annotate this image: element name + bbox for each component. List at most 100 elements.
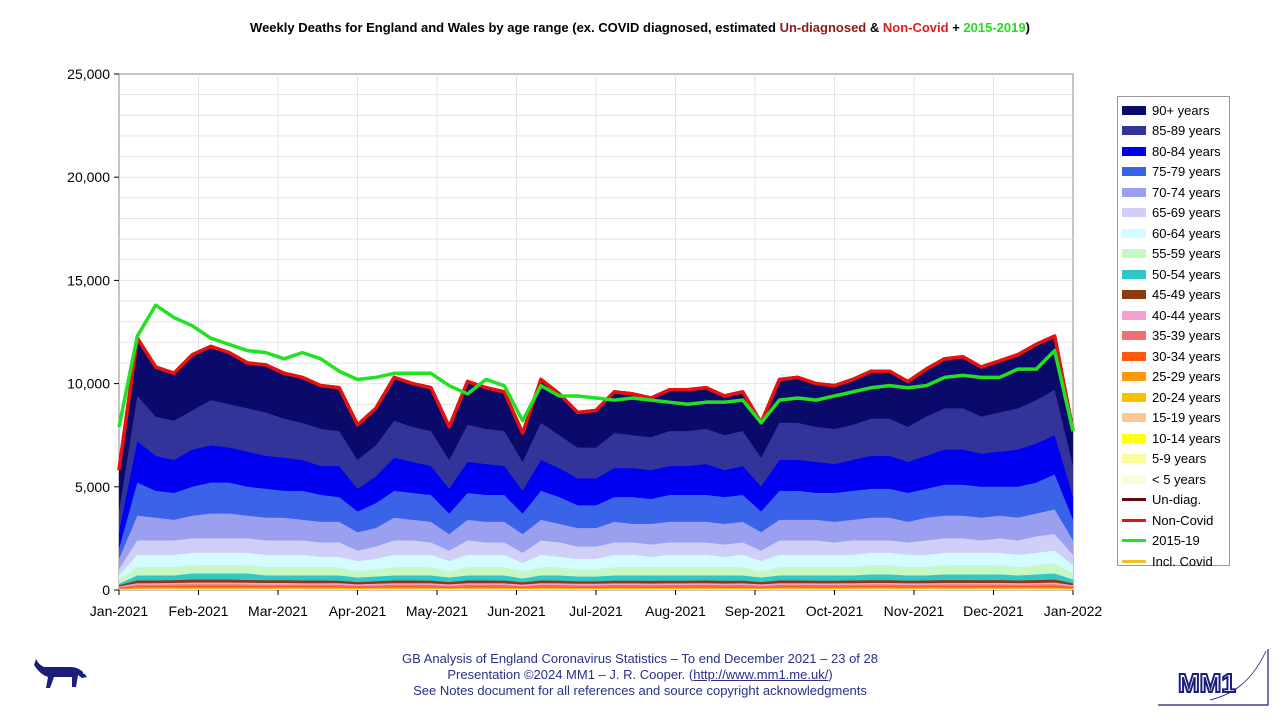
legend-item: Un-diag. bbox=[1118, 490, 1229, 511]
legend-label: Non-Covid bbox=[1152, 512, 1214, 528]
legend-item: 20-24 years bbox=[1118, 387, 1229, 408]
footer-line-2-prefix: Presentation ©2024 MM1 – J. R. Cooper. ( bbox=[447, 667, 694, 682]
legend-swatch bbox=[1122, 105, 1146, 115]
y-tick-label: 25,000 bbox=[67, 66, 110, 82]
y-tick-label: 5,000 bbox=[75, 479, 110, 495]
legend-item: 30-34 years bbox=[1118, 346, 1229, 367]
legend-swatch bbox=[1122, 351, 1146, 361]
legend-label: Un-diag. bbox=[1152, 492, 1202, 508]
x-tick-label: Feb-2021 bbox=[169, 603, 229, 619]
legend-swatch bbox=[1122, 372, 1146, 382]
x-tick-label: Jan-2021 bbox=[90, 603, 149, 619]
legend-label: 85-89 years bbox=[1152, 123, 1221, 139]
footer-line-2: Presentation ©2024 MM1 – J. R. Cooper. (… bbox=[0, 667, 1280, 682]
legend-swatch bbox=[1122, 392, 1146, 402]
legend-label: 5-9 years bbox=[1152, 451, 1207, 467]
legend-item: 25-29 years bbox=[1118, 367, 1229, 388]
logo-text: MM1 bbox=[1178, 668, 1236, 698]
legend-label: 70-74 years bbox=[1152, 184, 1221, 200]
x-axis: Jan-2021 Feb-2021 Mar-2021 Apr-2021 May-2021… bbox=[90, 590, 1103, 619]
legend-label: Incl. Covid bbox=[1152, 553, 1213, 569]
legend-label: 10-14 years bbox=[1152, 430, 1221, 446]
legend-item: Non-Covid bbox=[1118, 510, 1229, 531]
legend-swatch bbox=[1122, 518, 1146, 522]
legend-item: 90+ years bbox=[1118, 100, 1229, 121]
line-series bbox=[117, 303, 1075, 471]
legend-item: < 5 years bbox=[1118, 469, 1229, 490]
legend-label: 65-69 years bbox=[1152, 205, 1221, 221]
mm1-logo: MM1 bbox=[1158, 649, 1269, 706]
x-tick-label: Jul-2021 bbox=[569, 603, 623, 619]
legend-swatch bbox=[1122, 310, 1146, 320]
title-amp: & bbox=[866, 20, 883, 35]
legend-swatch bbox=[1122, 228, 1146, 238]
legend-item: 65-69 years bbox=[1118, 203, 1229, 224]
legend-item: 40-44 years bbox=[1118, 305, 1229, 326]
legend-label: 80-84 years bbox=[1152, 143, 1221, 159]
title-noncovid: Non-Covid bbox=[882, 20, 949, 35]
y-tick-label: 15,000 bbox=[67, 272, 110, 288]
legend-item: 45-49 years bbox=[1118, 285, 1229, 306]
y-axis: 0 5,000 10,000 15,000 20,000 25,000 bbox=[67, 66, 119, 598]
footer-link[interactable]: http://www.mm1.me.uk/ bbox=[693, 667, 829, 682]
legend-swatch bbox=[1122, 290, 1146, 300]
x-tick-label: Mar-2021 bbox=[248, 603, 308, 619]
line-series-2015-19 bbox=[117, 303, 1075, 432]
legend-item: 60-64 years bbox=[1118, 223, 1229, 244]
legend-label: 2015-19 bbox=[1152, 533, 1200, 549]
legend-item: 35-39 years bbox=[1118, 326, 1229, 347]
legend-label: 50-54 years bbox=[1152, 266, 1221, 282]
legend-item: Incl. Covid bbox=[1118, 551, 1229, 572]
footer-line-3: See Notes document for all references an… bbox=[413, 683, 867, 698]
legend-label: 40-44 years bbox=[1152, 307, 1221, 323]
y-tick-label: 10,000 bbox=[67, 376, 110, 392]
legend-item: 80-84 years bbox=[1118, 141, 1229, 162]
legend-swatch bbox=[1122, 126, 1146, 136]
footer-line-1: GB Analysis of England Coronavirus Stati… bbox=[402, 651, 878, 666]
legend-label: 25-29 years bbox=[1152, 369, 1221, 385]
legend-item: 70-74 years bbox=[1118, 182, 1229, 203]
legend-swatch bbox=[1122, 331, 1146, 341]
area-series bbox=[119, 336, 1073, 590]
legend-item: 85-89 years bbox=[1118, 121, 1229, 142]
legend-item: 5-9 years bbox=[1118, 449, 1229, 470]
legend-label: 90+ years bbox=[1152, 102, 1210, 118]
legend-swatch bbox=[1122, 187, 1146, 197]
x-tick-label: Oct-2021 bbox=[806, 603, 864, 619]
legend-swatch bbox=[1122, 474, 1146, 484]
x-tick-label: May-2021 bbox=[406, 603, 468, 619]
legend-swatch bbox=[1122, 413, 1146, 423]
legend-label: 35-39 years bbox=[1152, 328, 1221, 344]
x-tick-label: Jan-2022 bbox=[1044, 603, 1103, 619]
legend-swatch bbox=[1122, 167, 1146, 177]
y-tick-label: 0 bbox=[102, 582, 110, 598]
footer-line-2-suffix: ) bbox=[828, 667, 833, 682]
x-tick-label: Nov-2021 bbox=[884, 603, 945, 619]
title-prefix: Weekly Deaths for England and Wales by a… bbox=[250, 20, 780, 35]
title-undiag: Un-diagnosed bbox=[779, 20, 867, 35]
legend-swatch bbox=[1122, 539, 1146, 543]
legend-label: 30-34 years bbox=[1152, 348, 1221, 364]
legend-item: 2015-19 bbox=[1118, 531, 1229, 552]
legend-item: 50-54 years bbox=[1118, 264, 1229, 285]
legend-item: 75-79 years bbox=[1118, 162, 1229, 183]
legend-label: 15-19 years bbox=[1152, 410, 1221, 426]
legend-label: 60-64 years bbox=[1152, 225, 1221, 241]
legend-swatch bbox=[1122, 498, 1146, 502]
x-tick-label: Dec-2021 bbox=[963, 603, 1024, 619]
legend-swatch bbox=[1122, 559, 1146, 563]
legend-label: < 5 years bbox=[1152, 471, 1206, 487]
legend-swatch bbox=[1122, 269, 1146, 279]
legend-label: 20-24 years bbox=[1152, 389, 1221, 405]
title-close: ) bbox=[1025, 20, 1030, 35]
legend-item: 55-59 years bbox=[1118, 244, 1229, 265]
legend-swatch bbox=[1122, 433, 1146, 443]
dog-logo-icon bbox=[34, 659, 87, 688]
legend-swatch bbox=[1122, 454, 1146, 464]
line-series-non-covid bbox=[117, 334, 1075, 471]
x-tick-label: Jun-2021 bbox=[487, 603, 546, 619]
legend-label: 75-79 years bbox=[1152, 164, 1221, 180]
legend-swatch bbox=[1122, 249, 1146, 259]
title-baseline: 2015-2019 bbox=[963, 20, 1026, 35]
